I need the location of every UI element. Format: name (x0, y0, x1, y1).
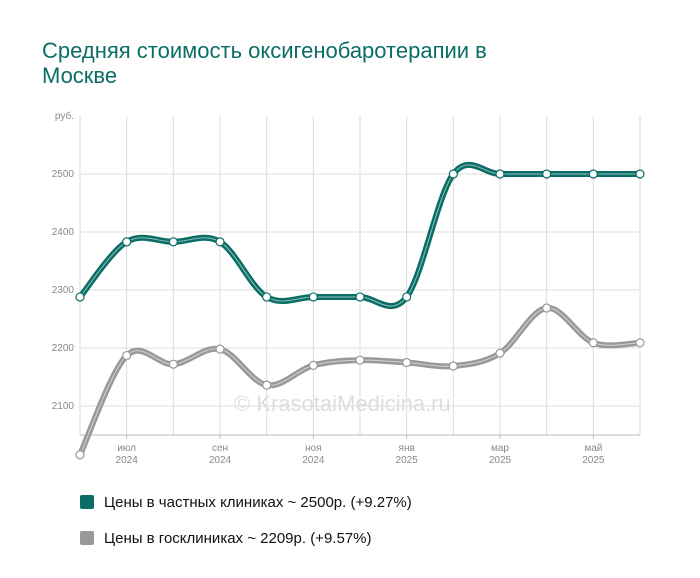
y-tick-label: 2300 (52, 285, 75, 296)
data-point-0-8 (448, 169, 458, 179)
legend-swatch-private (80, 495, 94, 509)
legend-item-public[interactable]: Цены в госклиниках ~ 2209р. (+9.57%) (80, 520, 412, 556)
y-tick-label: 2200 (52, 343, 75, 354)
line-chart: 21002200230024002500руб.июл2024сен2024но… (52, 110, 645, 466)
data-point-0-12 (635, 169, 645, 179)
data-point-1-2 (168, 359, 178, 369)
x-tick-month: мар (491, 443, 509, 454)
x-tick-year: 2025 (396, 455, 419, 466)
x-tick-month: янв (399, 443, 415, 454)
data-point-0-3 (215, 237, 225, 247)
data-point-1-3 (215, 344, 225, 354)
data-points (75, 169, 645, 460)
data-point-1-1 (122, 350, 132, 361)
data-point-1-6 (355, 355, 365, 365)
data-point-0-0 (75, 292, 85, 302)
data-point-0-2 (168, 237, 178, 247)
y-tick-label: 2100 (52, 401, 75, 412)
data-point-0-1 (122, 237, 132, 247)
y-tick-label: 2400 (52, 227, 75, 238)
data-point-1-12 (635, 338, 645, 348)
x-tick-month: июл (117, 443, 136, 454)
x-tick-year: 2024 (116, 455, 139, 466)
axes: 21002200230024002500руб.июл2024сен2024но… (52, 110, 640, 466)
data-point-1-10 (542, 303, 552, 313)
data-point-0-11 (588, 169, 598, 179)
legend-item-private[interactable]: Цены в частных клиниках ~ 2500р. (+9.27%… (80, 484, 412, 520)
data-point-1-5 (308, 360, 318, 370)
data-point-0-5 (308, 292, 318, 302)
y-tick-label: 2500 (52, 169, 75, 180)
x-tick-year: 2024 (209, 455, 232, 466)
watermark: © KrasotaiMedicina.ru (234, 391, 451, 416)
legend-label-private: Цены в частных клиниках ~ 2500р. (+9.27%… (104, 493, 412, 511)
x-tick-month: май (584, 443, 602, 454)
x-tick-year: 2024 (302, 455, 325, 466)
x-tick-month: ноя (305, 443, 322, 454)
y-unit-label: руб. (55, 110, 74, 122)
x-tick-month: сен (212, 443, 228, 454)
legend-swatch-public (80, 531, 94, 545)
data-point-1-4 (262, 380, 272, 390)
chart-title: Средняя стоимость оксигенобаротерапии в … (42, 38, 487, 88)
grid (79, 116, 641, 435)
legend-label-public: Цены в госклиниках ~ 2209р. (+9.57%) (104, 529, 372, 547)
data-point-1-0 (75, 450, 85, 460)
data-point-1-9 (495, 348, 505, 358)
data-point-1-7 (402, 357, 412, 368)
data-point-0-4 (262, 292, 272, 302)
data-point-0-7 (402, 292, 412, 302)
x-tick-year: 2025 (489, 455, 512, 466)
data-point-0-6 (355, 292, 365, 302)
data-point-1-11 (588, 338, 598, 348)
data-point-0-9 (495, 169, 505, 179)
legend: Цены в частных клиниках ~ 2500р. (+9.27%… (80, 484, 412, 556)
x-tick-year: 2025 (582, 455, 605, 466)
data-point-0-10 (542, 169, 552, 179)
data-point-1-8 (448, 361, 458, 371)
